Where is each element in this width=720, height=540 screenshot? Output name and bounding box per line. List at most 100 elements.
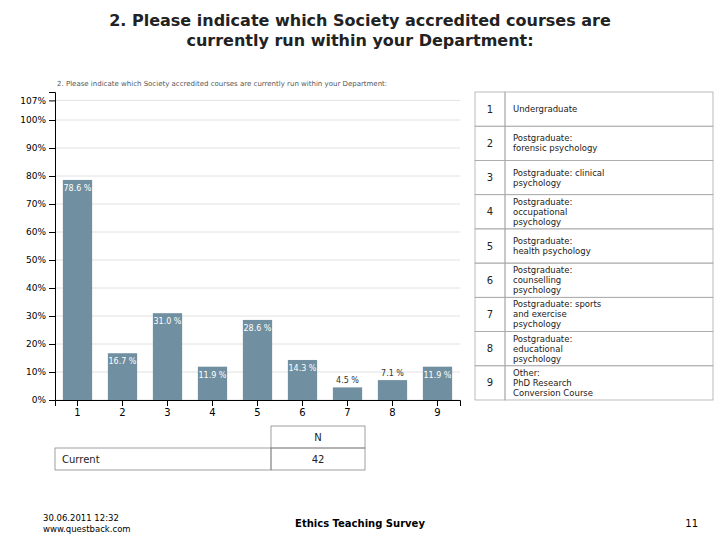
x-tick-mark	[122, 400, 123, 406]
bar	[378, 380, 407, 400]
legend-label-cell	[505, 263, 713, 297]
grid-line	[55, 120, 460, 121]
legend-label: Postgraduate: sportsand exercisepsycholo…	[513, 299, 602, 329]
x-tick-mark	[302, 400, 303, 406]
text-line: www.questback.com	[43, 524, 131, 534]
x-tick-mark	[257, 400, 258, 406]
legend-number-cell	[475, 195, 505, 229]
y-tick-label: 100%	[20, 115, 46, 125]
legend-table: 1Undergraduate2Postgraduate:forensic psy…	[475, 92, 713, 400]
text-line: occupational	[513, 207, 567, 217]
legend-label-cell	[505, 297, 713, 331]
y-tick-mark	[49, 148, 55, 149]
bar	[333, 387, 362, 400]
data-label: 11.9 %	[424, 371, 452, 380]
legend-number: 5	[487, 241, 493, 252]
legend-number: 8	[487, 343, 493, 354]
x-tick-label: 5	[254, 407, 260, 418]
y-tick: 90%	[26, 143, 55, 153]
y-tick: 10%	[26, 367, 55, 377]
table-header: N	[314, 432, 321, 443]
bar	[243, 320, 272, 400]
grid-line	[55, 232, 460, 233]
x-tick-label: 6	[299, 407, 305, 418]
y-tick: 70%	[26, 199, 55, 209]
grid	[55, 100, 460, 400]
y-tick: 80%	[26, 171, 55, 181]
data-label: 4.5 %	[336, 376, 359, 385]
legend-number-cell	[475, 126, 505, 160]
y-tick-label: 60%	[26, 227, 46, 237]
text-line: Postgraduate:	[513, 236, 572, 246]
data-label: 16.7 %	[109, 357, 137, 366]
text-line: Postgraduate:	[513, 265, 572, 275]
y-tick-mark	[49, 372, 55, 373]
grid-line	[55, 100, 460, 101]
x-tick: 4	[209, 400, 215, 418]
bar	[288, 360, 317, 400]
text-line: psychology	[513, 285, 561, 295]
bars	[63, 180, 452, 400]
text-line: health psychology	[513, 246, 591, 256]
x-tick-mark	[212, 400, 213, 406]
data-label: 28.6 %	[244, 324, 272, 333]
text-line: 2. Please indicate which Society accredi…	[109, 11, 611, 30]
grid-line	[55, 288, 460, 289]
legend-number: 6	[487, 275, 493, 286]
text-line: Postgraduate: clinical	[513, 168, 604, 178]
legend-label: Postgraduate:health psychology	[513, 236, 591, 256]
legend-label: Postgraduate:counsellingpsychology	[513, 265, 572, 295]
y-tick-label: 70%	[26, 199, 46, 209]
y-tick-label: 80%	[26, 171, 46, 181]
legend-label-cell	[505, 366, 713, 400]
y-tick-mark	[49, 344, 55, 345]
y-tick: 0%	[32, 395, 55, 405]
x-tick-mark	[167, 400, 168, 406]
x-tick: 8	[389, 400, 395, 418]
x-axis: 123456789	[56, 400, 461, 418]
text-line: currently run within your Department:	[186, 31, 533, 50]
bar	[63, 180, 92, 400]
grid-line	[55, 316, 460, 317]
legend-label-cell	[505, 332, 713, 366]
x-tick-mark	[437, 400, 438, 406]
n-table: CurrentN42	[55, 426, 365, 470]
legend-label: Undergraduate	[513, 104, 577, 114]
text-line: psychology	[513, 178, 561, 188]
x-tick-mark	[392, 400, 393, 406]
y-axis: 0%10%20%30%40%50%60%70%80%90%100%107%	[20, 93, 55, 406]
bar	[153, 313, 182, 400]
legend-number: 9	[487, 377, 493, 388]
text-line: Postgraduate:	[513, 334, 572, 344]
legend-number-cell	[475, 160, 505, 194]
y-tick: 20%	[26, 339, 55, 349]
y-tick: 100%	[20, 115, 55, 125]
legend-number: 3	[487, 172, 493, 183]
legend-number-cell	[475, 229, 505, 263]
legend-label: Postgraduate:occupationalpsychology	[513, 197, 572, 227]
data-labels: 78.6 %16.7 %31.0 %11.9 %28.6 %14.3 %4.5 …	[64, 184, 452, 385]
grid-line	[55, 204, 460, 205]
text-line: Postgraduate:	[513, 133, 572, 143]
y-tick-mark	[49, 204, 55, 205]
subtitle: 2. Please indicate which Society accredi…	[57, 80, 387, 88]
x-tick: 7	[344, 400, 350, 418]
text-line: PhD Research	[513, 378, 572, 388]
legend-number-cell	[475, 297, 505, 331]
legend-label-cell	[505, 160, 713, 194]
grid-line	[55, 148, 460, 149]
text-line: psychology	[513, 217, 561, 227]
data-label: 31.0 %	[154, 317, 182, 326]
footer-right: 11	[685, 518, 698, 529]
x-tick: 6	[299, 400, 305, 418]
y-tick-label: 30%	[26, 311, 46, 321]
legend-number: 2	[487, 138, 493, 149]
y-tick-mark	[49, 288, 55, 289]
data-label: 7.1 %	[381, 369, 404, 378]
y-tick-label: 10%	[26, 367, 46, 377]
y-tick-label: 107%	[20, 96, 46, 106]
text-line: Postgraduate:	[513, 197, 572, 207]
y-tick: 30%	[26, 311, 55, 321]
table-header-cell	[271, 426, 365, 448]
footer-center: Ethics Teaching Survey	[295, 518, 425, 529]
